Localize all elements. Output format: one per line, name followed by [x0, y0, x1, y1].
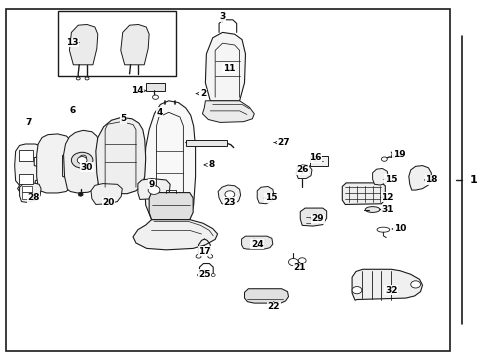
- Text: 15: 15: [264, 194, 277, 202]
- Text: 5: 5: [121, 114, 126, 123]
- Text: 30: 30: [81, 163, 93, 171]
- Text: 4: 4: [156, 108, 163, 117]
- Text: 27: 27: [273, 138, 289, 147]
- Text: 16: 16: [308, 153, 321, 162]
- Polygon shape: [20, 183, 41, 202]
- Polygon shape: [138, 179, 170, 199]
- Circle shape: [410, 281, 420, 288]
- Polygon shape: [37, 134, 71, 193]
- Text: 20: 20: [102, 198, 115, 207]
- Bar: [145, 83, 165, 91]
- Bar: [22, 192, 32, 199]
- Text: 9: 9: [148, 180, 155, 189]
- Text: 13: 13: [66, 38, 79, 47]
- Text: 26: 26: [295, 165, 308, 174]
- Text: 24: 24: [250, 239, 263, 248]
- Text: 28: 28: [27, 194, 40, 202]
- Bar: [309, 156, 327, 166]
- Text: 6: 6: [69, 107, 75, 115]
- Text: 15: 15: [384, 175, 397, 184]
- Text: 21: 21: [292, 263, 305, 272]
- Circle shape: [207, 255, 212, 258]
- Ellipse shape: [365, 207, 379, 212]
- Text: 10: 10: [391, 225, 406, 234]
- Circle shape: [77, 157, 87, 164]
- Polygon shape: [133, 220, 217, 250]
- Text: 23: 23: [223, 197, 236, 207]
- Circle shape: [148, 186, 160, 194]
- Text: 12: 12: [380, 193, 393, 202]
- Circle shape: [196, 255, 201, 258]
- Text: 25: 25: [198, 269, 210, 279]
- Polygon shape: [241, 236, 272, 249]
- Polygon shape: [296, 165, 311, 179]
- Circle shape: [288, 258, 298, 266]
- Circle shape: [351, 287, 361, 294]
- Bar: [58, 11, 176, 76]
- Polygon shape: [408, 166, 430, 190]
- Text: 1: 1: [468, 175, 476, 185]
- Text: 8: 8: [203, 161, 214, 169]
- Polygon shape: [15, 144, 42, 193]
- Bar: [22, 186, 32, 192]
- Polygon shape: [300, 208, 326, 226]
- Bar: [19, 150, 33, 161]
- Circle shape: [85, 77, 89, 80]
- Text: 18: 18: [424, 175, 437, 184]
- Polygon shape: [63, 130, 101, 193]
- Circle shape: [197, 274, 201, 276]
- Bar: [185, 140, 227, 146]
- Circle shape: [381, 157, 386, 161]
- Text: 32: 32: [384, 285, 397, 294]
- Circle shape: [80, 155, 86, 160]
- Polygon shape: [202, 101, 254, 122]
- Circle shape: [78, 193, 83, 196]
- Ellipse shape: [376, 227, 389, 232]
- Circle shape: [71, 152, 93, 168]
- Circle shape: [152, 95, 158, 99]
- Polygon shape: [69, 24, 98, 65]
- Text: 17: 17: [198, 246, 210, 256]
- Text: 11: 11: [222, 64, 235, 73]
- Circle shape: [298, 258, 305, 264]
- Polygon shape: [244, 289, 288, 303]
- Polygon shape: [205, 32, 245, 101]
- Text: 7: 7: [25, 118, 32, 127]
- Text: 22: 22: [267, 302, 280, 311]
- Polygon shape: [218, 185, 240, 204]
- Polygon shape: [351, 269, 422, 300]
- Text: 19: 19: [391, 150, 405, 158]
- Polygon shape: [121, 24, 149, 65]
- Bar: [19, 174, 33, 184]
- Text: 31: 31: [380, 205, 393, 214]
- Text: 29: 29: [310, 214, 324, 223]
- Polygon shape: [91, 184, 122, 204]
- Circle shape: [211, 274, 215, 276]
- Polygon shape: [257, 186, 273, 204]
- Circle shape: [76, 77, 80, 80]
- Polygon shape: [96, 117, 145, 194]
- Polygon shape: [342, 183, 385, 204]
- Polygon shape: [144, 101, 195, 220]
- Text: 14: 14: [130, 86, 146, 95]
- Text: 3: 3: [219, 12, 225, 22]
- Polygon shape: [149, 193, 193, 220]
- Polygon shape: [372, 168, 387, 185]
- Text: 2: 2: [196, 89, 205, 98]
- Circle shape: [224, 191, 234, 198]
